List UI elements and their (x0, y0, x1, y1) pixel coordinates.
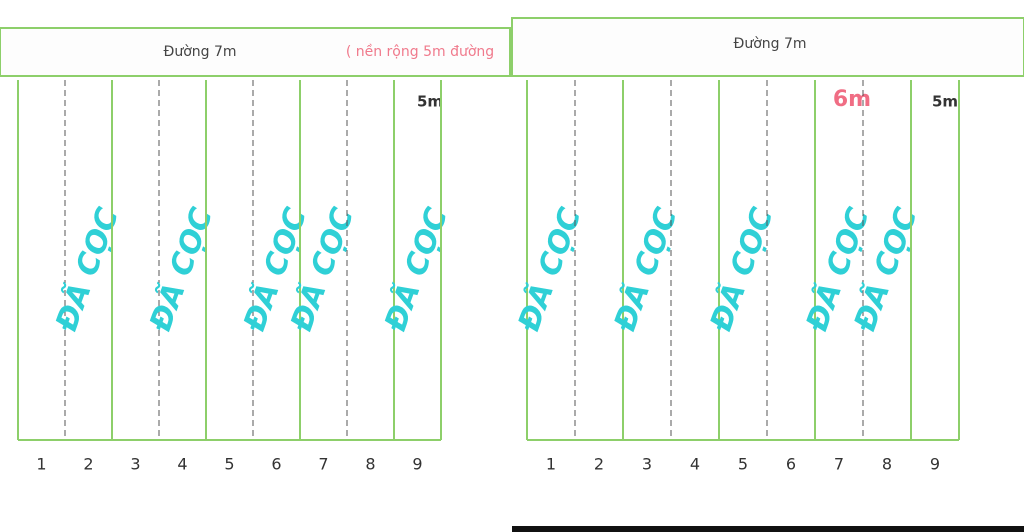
lot-number: 1 (546, 455, 556, 474)
deposit-stamp: ĐÃ CỌC (376, 203, 455, 337)
lot-number: 2 (83, 455, 93, 474)
lot-number: 6 (271, 455, 281, 474)
lot-number: 8 (365, 455, 375, 474)
lot-number: 4 (690, 455, 700, 474)
lot-number: 9 (930, 455, 940, 474)
lot-number: 5 (738, 455, 748, 474)
lot-number: 5 (224, 455, 234, 474)
deposit-stamp: ĐÃ CỌC (605, 203, 684, 337)
lot-number: 8 (882, 455, 892, 474)
lot-number: 2 (594, 455, 604, 474)
deposit-stamp: ĐÃ CỌC (141, 203, 220, 337)
lot-number: 9 (412, 455, 422, 474)
lot-number: 7 (318, 455, 328, 474)
road-note: ( nền rộng 5m đường (346, 43, 494, 60)
road-left (0, 27, 511, 77)
lot-number: 4 (177, 455, 187, 474)
road-right (511, 17, 1024, 77)
deposit-stamp: ĐÃ CỌC (47, 203, 126, 337)
deposit-stamp: ĐÃ CỌC (509, 203, 588, 337)
deposit-stamp: ĐÃ CỌC (701, 203, 780, 337)
lot-number: 1 (36, 455, 46, 474)
width-label: 5m (417, 93, 443, 111)
road-edge (512, 526, 1024, 532)
lot-number: 3 (642, 455, 652, 474)
lot-number: 3 (130, 455, 140, 474)
front-label: 6m (833, 87, 871, 112)
road-title: Đường 7m (733, 36, 806, 52)
lot-number: 6 (786, 455, 796, 474)
lot-number: 7 (834, 455, 844, 474)
width-label: 5m (932, 93, 958, 111)
road-title: Đường 7m (163, 44, 236, 60)
